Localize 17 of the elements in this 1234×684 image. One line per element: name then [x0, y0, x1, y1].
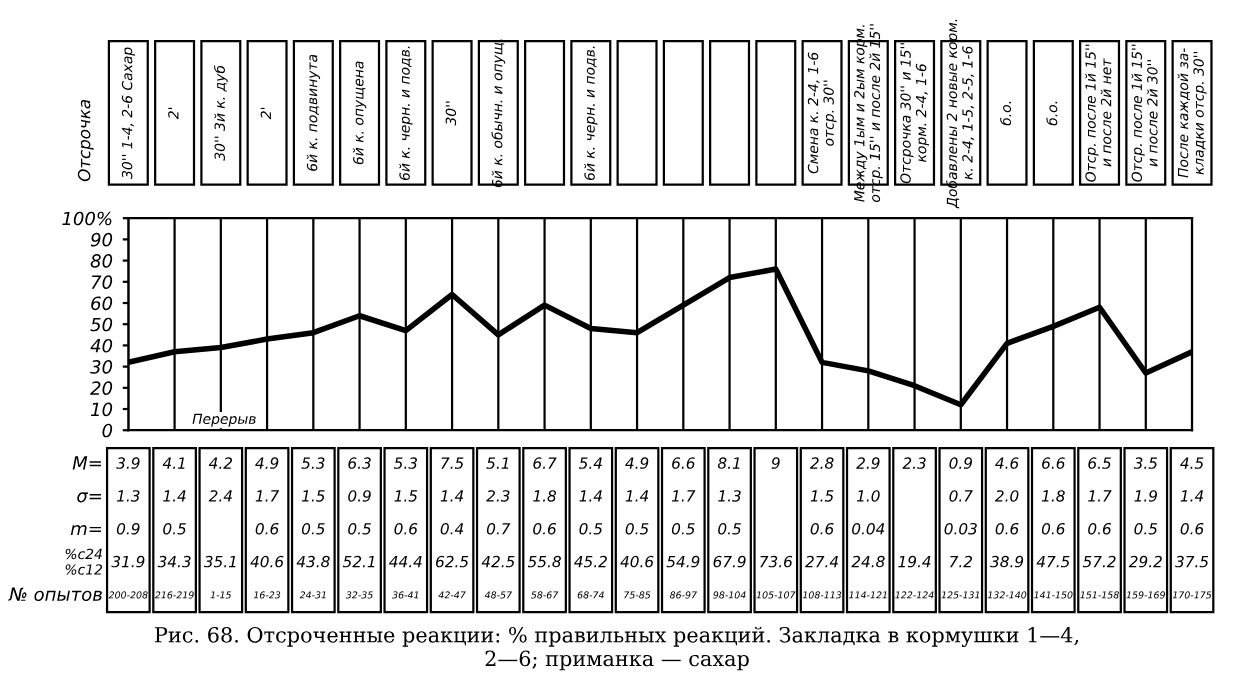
y-tick-label: 60	[91, 296, 113, 311]
y-tick-label: 70	[91, 275, 113, 289]
y-tick-label: 100%	[62, 211, 112, 226]
category-label: M=	[72, 456, 101, 470]
y-tick-label: 30	[90, 360, 113, 374]
category-label: m=	[70, 524, 101, 536]
category-label: № опытов	[8, 587, 102, 601]
y-tick-label: 50	[90, 317, 113, 332]
y-tick-label: 40	[90, 338, 113, 353]
y-tick-label: 90	[90, 232, 113, 247]
category-label: σ=	[77, 492, 101, 503]
y-tick-label: 10	[90, 402, 113, 417]
text: Отсрочка	[77, 100, 94, 182]
y-tick-label: 20	[90, 381, 113, 395]
y-tick-label: 80	[90, 254, 113, 268]
y-tick-label: 0	[102, 423, 113, 438]
text: Рис. 68. Отсроченные реакции: % правильных реакций. Закладка в кормушки 1—4, 2—6; приманка — сахар	[155, 626, 1079, 671]
